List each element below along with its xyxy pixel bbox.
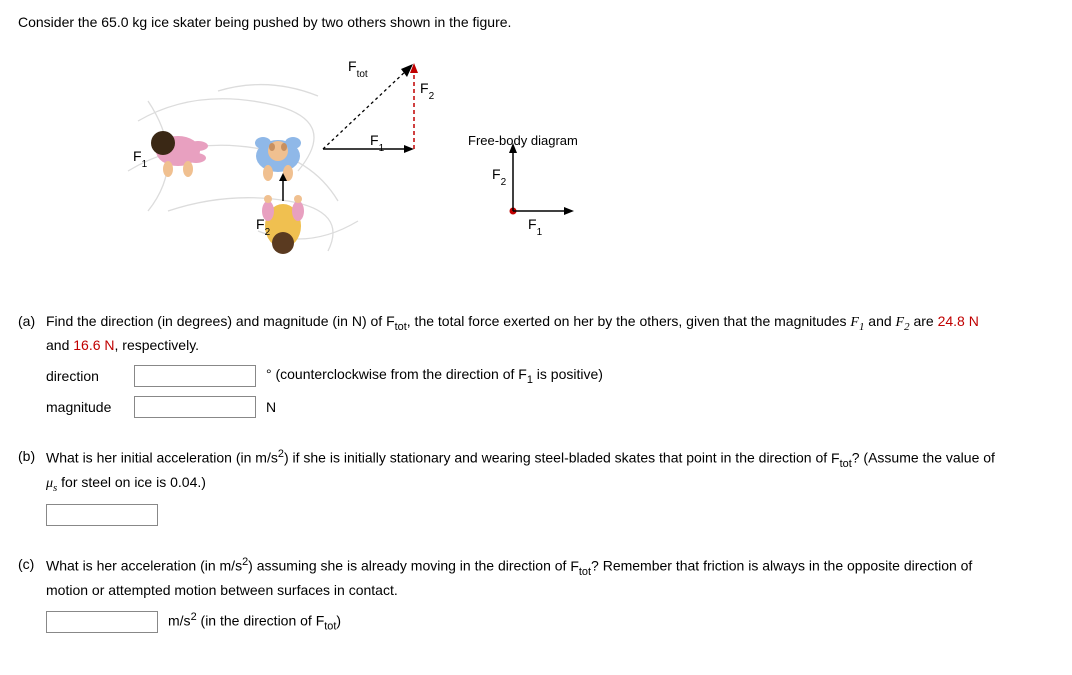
part-b: (b) What is her initial acceleration (in… xyxy=(18,446,1054,526)
magnitude-input[interactable] xyxy=(134,396,256,418)
part-b-text-mid2: ? (Assume the value of xyxy=(852,450,995,466)
value-f2: 16.6 N xyxy=(73,337,114,353)
part-b-text-pre: What is her initial acceleration (in m/s xyxy=(46,450,278,466)
direction-unit-pre: ° (counterclockwise from the direction o… xyxy=(266,366,518,382)
direction-label: direction xyxy=(46,366,126,387)
part-a-and: and xyxy=(864,313,895,329)
free-body-diagram: Free-body diagram F2 F1 xyxy=(468,131,648,157)
part-c-text-mid1: ) assuming she is already moving in the … xyxy=(248,558,570,574)
symbol-ftot: Ftot xyxy=(386,313,407,329)
magnitude-unit: N xyxy=(266,397,276,418)
parts-list: (a) Find the direction (in degrees) and … xyxy=(18,311,1054,635)
part-a-are: are xyxy=(910,313,938,329)
part-c-line2: motion or attempted motion between surfa… xyxy=(46,582,398,598)
part-c-text-mid2: ? Remember that friction is always in th… xyxy=(591,558,972,574)
part-a-marker: (a) xyxy=(18,311,46,418)
part-a-text: Find the direction (in degrees) and magn… xyxy=(46,311,1054,356)
symbol-ftot-b: Ftot xyxy=(831,450,852,466)
diagram-figure: F1 F2 F1 F2 Ftot Free-body diagram xyxy=(108,51,658,281)
accel-c-unit-mid: (in the direction of xyxy=(197,613,316,629)
part-c-text-pre: What is her acceleration (in m/s xyxy=(46,558,242,574)
force-triangle: F1 F2 Ftot xyxy=(323,58,435,154)
part-a-resp: , respectively. xyxy=(115,337,200,353)
value-f1: 24.8 N xyxy=(938,313,979,329)
part-c: (c) What is her acceleration (in m/s2) a… xyxy=(18,554,1054,635)
magnitude-label: magnitude xyxy=(46,397,126,418)
direction-unit-post: is positive) xyxy=(533,366,603,382)
part-a-text-pre: Find the direction (in degrees) and magn… xyxy=(46,313,386,329)
accel-b-input[interactable] xyxy=(46,504,158,526)
part-b-text-mid1: ) if she is initially stationary and wea… xyxy=(284,450,831,466)
part-c-text: What is her acceleration (in m/s2) assum… xyxy=(46,554,1054,601)
part-a: (a) Find the direction (in degrees) and … xyxy=(18,311,1054,418)
svg-text:F2: F2 xyxy=(492,166,507,188)
skater-center xyxy=(255,137,301,181)
accel-c-input[interactable] xyxy=(46,611,158,633)
skater-bottom xyxy=(262,195,304,254)
svg-text:F2: F2 xyxy=(420,80,435,102)
direction-input[interactable] xyxy=(134,365,256,387)
skater-diagram-svg: F1 F2 F1 F2 Ftot xyxy=(108,51,468,281)
symbol-ftot-c: Ftot xyxy=(570,558,591,574)
part-c-marker: (c) xyxy=(18,554,46,635)
accel-c-unit-pre: m/s xyxy=(168,613,191,629)
part-b-mu-line: for steel on ice is 0.04.) xyxy=(57,474,206,490)
part-b-text: What is her initial acceleration (in m/s… xyxy=(46,446,1054,496)
part-a-text-mid1: , the total force exerted on her by the … xyxy=(407,313,851,329)
accel-c-unit: m/s2 (in the direction of Ftot) xyxy=(168,609,341,635)
svg-text:Ftot: Ftot xyxy=(348,58,368,80)
symbol-f1: F1 xyxy=(850,315,864,330)
fbd-svg: F2 F1 xyxy=(468,131,588,241)
skater-left xyxy=(151,131,208,177)
part-b-marker: (b) xyxy=(18,446,46,526)
symbol-mu: μs xyxy=(46,476,57,491)
svg-text:F1: F1 xyxy=(528,216,543,238)
symbol-f2: F2 xyxy=(896,315,910,330)
problem-intro: Consider the 65.0 kg ice skater being pu… xyxy=(18,12,1054,33)
direction-unit: ° (counterclockwise from the direction o… xyxy=(266,364,603,388)
svg-text:F1: F1 xyxy=(370,132,385,154)
part-a-and2: and xyxy=(46,337,73,353)
